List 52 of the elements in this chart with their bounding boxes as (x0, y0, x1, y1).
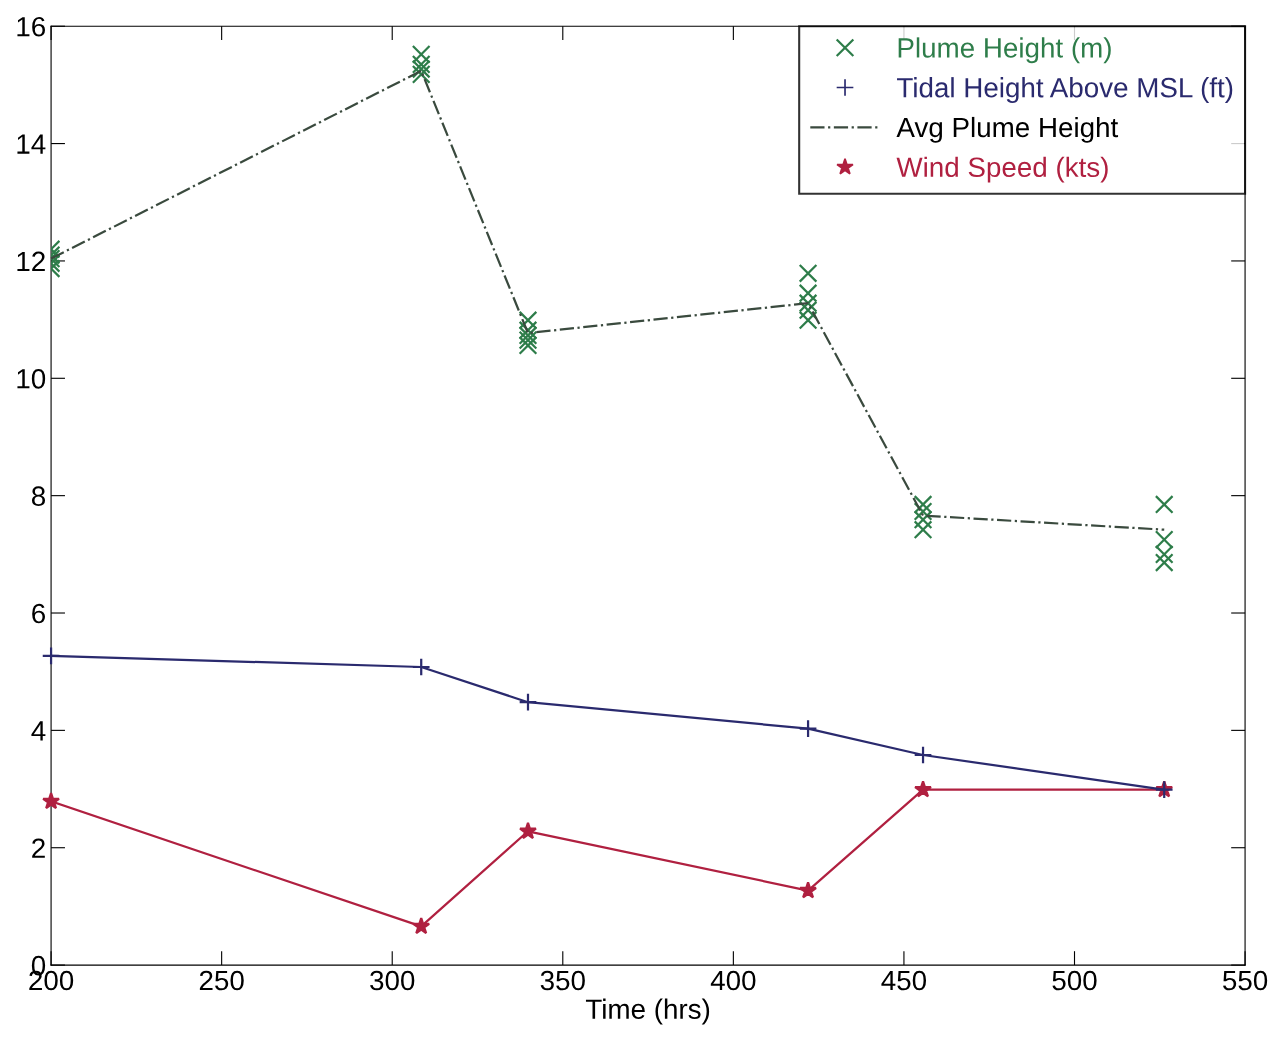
point (411, 44, 431, 64)
y-tick-label: 12 (17, 251, 45, 271)
text: Plume Height (m) (898, 37, 1111, 64)
y-tick-label: 16 (17, 16, 45, 37)
point (518, 692, 538, 712)
point (913, 745, 933, 765)
legend-label: Wind Speed (kts) (896, 156, 1108, 183)
legend-label: Avg Plume Height (896, 116, 1119, 143)
point (798, 719, 818, 739)
point (913, 502, 933, 521)
point (913, 510, 933, 530)
legend-label: Tidal Height Above MSL (ft) (897, 77, 1233, 104)
x-tick-label: 550 (1223, 970, 1268, 991)
point (1154, 530, 1174, 550)
point (1154, 553, 1174, 572)
point (798, 293, 818, 313)
point (1154, 544, 1174, 564)
point (798, 300, 818, 320)
point (913, 520, 933, 540)
point (798, 310, 818, 330)
y-tick-label: 14 (17, 134, 46, 154)
point (411, 54, 431, 74)
point (798, 263, 818, 283)
point (798, 283, 818, 303)
y-tick-label: 2 (32, 838, 45, 858)
point (412, 916, 431, 935)
x-tick-label: 400 (710, 970, 756, 991)
point (411, 657, 431, 677)
point (913, 495, 933, 514)
x-axis-title: Time (hrs) (585, 998, 710, 1025)
point (518, 821, 538, 840)
point (914, 780, 933, 798)
point (799, 881, 818, 899)
point (41, 646, 61, 666)
point (518, 326, 538, 345)
point (1154, 495, 1174, 514)
point (518, 310, 538, 330)
point (411, 64, 431, 84)
y-tick-label: 6 (32, 603, 45, 624)
point (518, 320, 538, 340)
y-tick-label: 8 (31, 486, 46, 506)
y-tick-label: 10 (17, 368, 46, 389)
x-tick-label: 500 (1052, 970, 1097, 991)
point (518, 335, 538, 355)
x-tick-label: 350 (540, 970, 585, 991)
x-tick-label: 250 (199, 970, 244, 991)
y-tick-label: 4 (31, 721, 46, 741)
point (411, 59, 431, 79)
point (42, 791, 61, 810)
point (518, 330, 538, 350)
x-tick-label: 300 (370, 970, 415, 991)
x-tick-label: 450 (881, 970, 927, 991)
